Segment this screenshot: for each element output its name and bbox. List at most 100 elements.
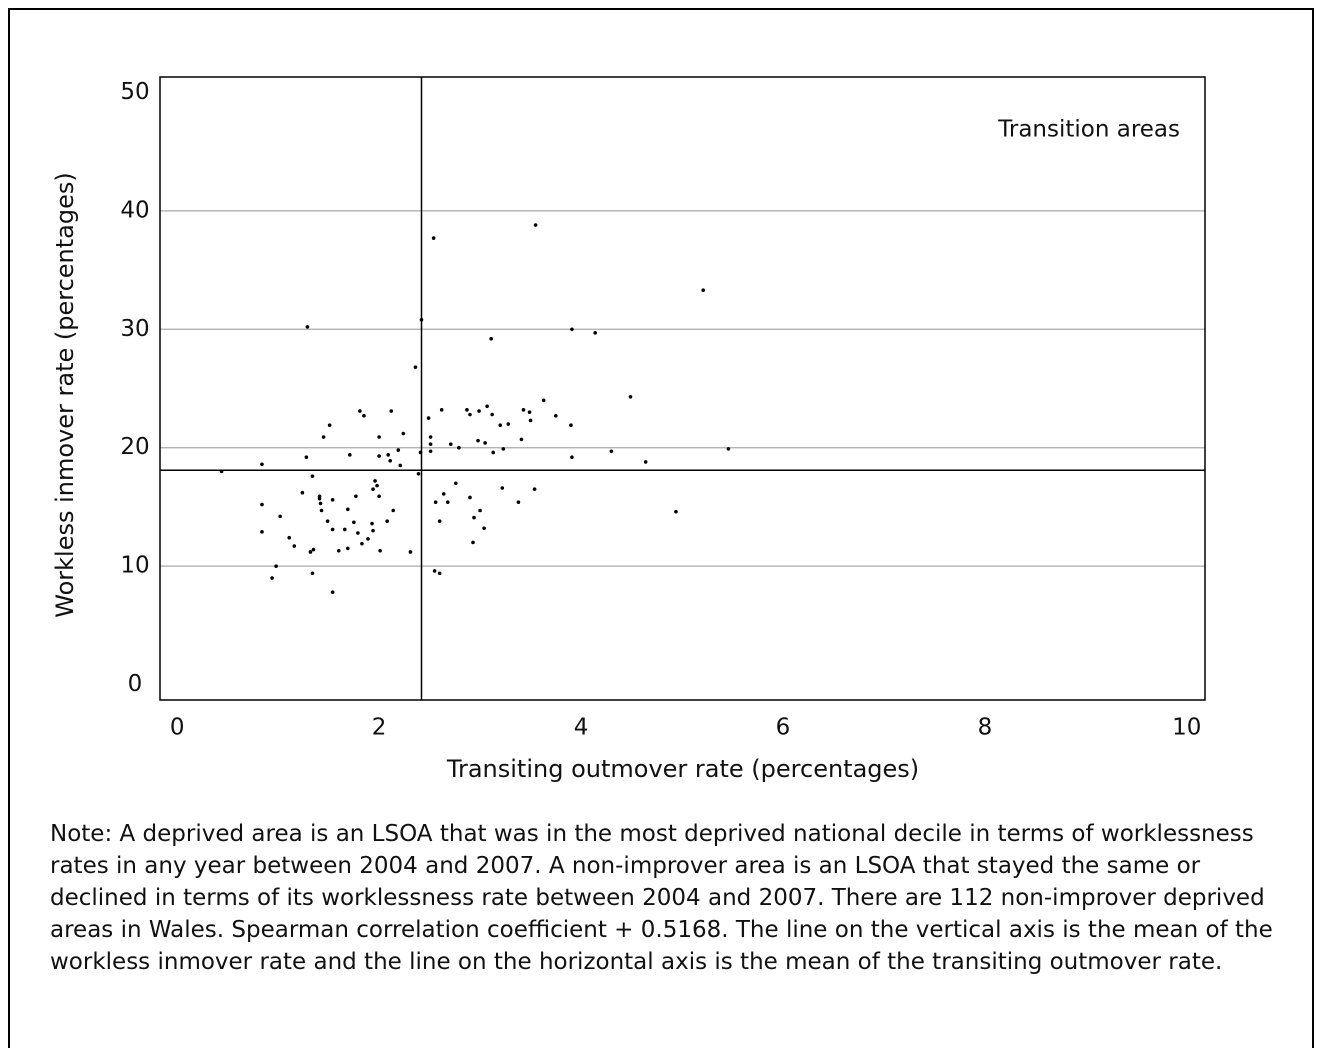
point	[270, 576, 274, 580]
x-axis-title: Transiting outmover rate (percentages)	[446, 755, 919, 783]
point	[391, 508, 396, 513]
point	[506, 422, 511, 426]
point	[516, 500, 521, 505]
point	[490, 412, 494, 417]
point	[519, 437, 524, 442]
point	[553, 413, 558, 418]
point	[260, 530, 264, 534]
point	[398, 463, 403, 468]
point	[348, 453, 352, 457]
point	[527, 410, 532, 414]
point	[445, 500, 450, 505]
point	[674, 509, 678, 514]
point	[569, 423, 573, 428]
point	[345, 546, 350, 551]
point	[388, 458, 393, 463]
point	[386, 453, 390, 457]
point	[432, 569, 437, 573]
point	[260, 462, 264, 467]
point	[362, 413, 366, 418]
point	[643, 460, 648, 464]
y-axis-title: Workless inmover rate (percentages)	[51, 172, 79, 618]
point	[437, 519, 442, 523]
point	[541, 398, 546, 403]
x-tick-label: 10	[1172, 715, 1201, 741]
y-tick-label: 50	[120, 79, 149, 105]
point	[426, 416, 431, 420]
point	[439, 408, 444, 412]
point	[278, 514, 282, 519]
point	[377, 494, 381, 499]
point	[352, 520, 356, 525]
point	[317, 496, 322, 501]
point	[489, 336, 493, 341]
point	[428, 442, 433, 446]
point	[342, 527, 347, 532]
point	[310, 571, 315, 576]
point	[371, 487, 375, 491]
point	[428, 435, 433, 439]
plot-frame	[159, 76, 1206, 701]
point	[472, 515, 476, 520]
y-tick-label: 0	[128, 671, 143, 697]
point	[274, 564, 278, 568]
point	[570, 327, 574, 332]
point	[418, 450, 423, 455]
point	[485, 404, 489, 409]
point	[465, 408, 469, 412]
point	[478, 508, 482, 513]
point	[308, 550, 313, 554]
point	[385, 519, 389, 523]
point	[483, 441, 487, 445]
point	[318, 501, 323, 506]
point	[219, 469, 224, 474]
point	[528, 418, 533, 423]
point	[454, 481, 458, 486]
point	[441, 492, 446, 496]
point	[330, 527, 335, 532]
point	[468, 495, 472, 500]
point	[378, 548, 382, 553]
y-tick-label: 20	[120, 434, 149, 460]
y-tick-label: 30	[120, 316, 149, 342]
point	[311, 547, 316, 552]
annotation: Transition areas	[997, 117, 1180, 143]
point	[416, 471, 421, 476]
point	[325, 519, 330, 523]
point	[500, 486, 505, 490]
x-tick-label: 6	[776, 715, 791, 741]
point	[401, 431, 406, 436]
point	[482, 526, 486, 531]
y-tick-label: 10	[120, 553, 149, 579]
x-tick-label: 0	[170, 715, 185, 741]
point	[354, 494, 358, 499]
point	[360, 541, 364, 546]
point	[319, 508, 324, 513]
figure-frame	[8, 8, 1314, 1048]
point	[457, 445, 461, 450]
point	[471, 540, 475, 545]
note: Note: A deprived area is an LSOA that wa…	[50, 821, 1273, 975]
x-tick-label: 2	[372, 715, 387, 741]
point	[370, 521, 374, 526]
point	[408, 550, 413, 554]
point	[377, 454, 381, 458]
point	[413, 365, 418, 369]
point	[377, 435, 381, 439]
point	[330, 498, 335, 502]
point	[476, 438, 480, 443]
point	[448, 442, 453, 446]
point	[305, 325, 310, 329]
point	[593, 331, 597, 335]
point	[532, 487, 537, 491]
point	[310, 474, 315, 478]
point	[437, 571, 442, 576]
point	[468, 412, 472, 417]
point	[345, 507, 350, 512]
point	[292, 544, 297, 548]
point	[533, 223, 538, 227]
point	[321, 435, 326, 439]
point	[498, 423, 503, 428]
